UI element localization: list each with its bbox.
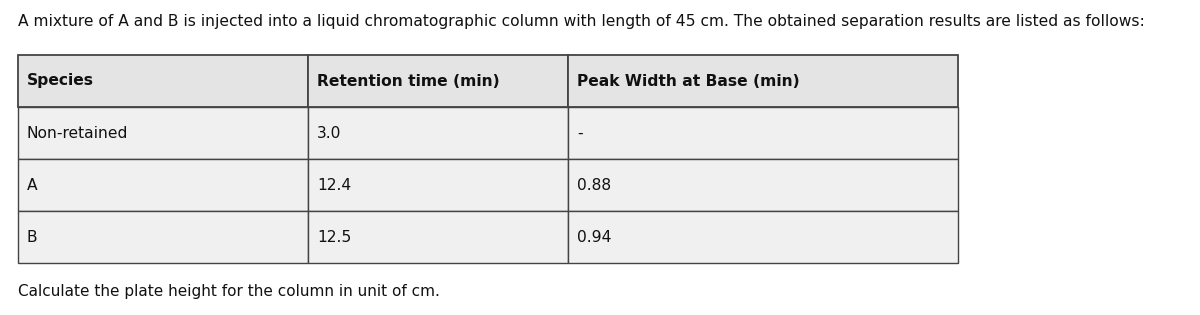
Text: 12.4: 12.4 [317,177,352,192]
Bar [568,107,958,159]
Text: B: B [28,230,37,244]
Bar [18,211,308,263]
Text: A: A [28,177,37,192]
Bar [308,55,568,107]
Text: 12.5: 12.5 [317,230,352,244]
Bar [18,107,308,159]
Text: Non-retained: Non-retained [28,125,128,140]
Text: Calculate the plate height for the column in unit of cm.: Calculate the plate height for the colum… [18,284,440,299]
Bar [308,107,568,159]
Text: -: - [577,125,583,140]
Bar [568,211,958,263]
Bar [308,159,568,211]
Text: Retention time (min): Retention time (min) [317,73,499,89]
Bar [568,55,958,107]
Text: 0.88: 0.88 [577,177,611,192]
Text: Species: Species [28,73,94,89]
Bar [308,211,568,263]
Bar [568,159,958,211]
Text: A mixture of A and B is injected into a liquid chromatographic column with lengt: A mixture of A and B is injected into a … [18,14,1145,29]
Text: 3.0: 3.0 [317,125,341,140]
Bar [18,55,308,107]
Text: 0.94: 0.94 [577,230,612,244]
Text: Peak Width at Base (min): Peak Width at Base (min) [577,73,799,89]
Bar [18,159,308,211]
